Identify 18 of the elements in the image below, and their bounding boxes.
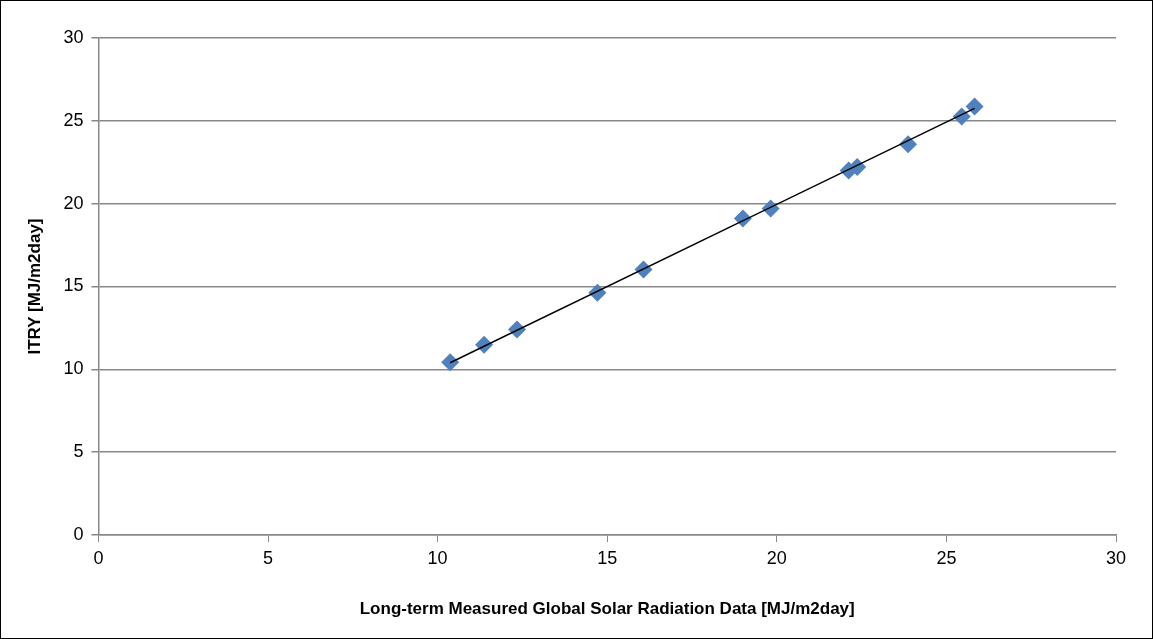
x-tick-label: 30 [1105,547,1127,568]
x-axis-title: Long-term Measured Global Solar Radiation Data [MJ/m2day] [359,599,855,619]
y-tick-label: 0 [73,523,84,544]
x-tick-label: 25 [936,547,957,568]
y-tick-label: 5 [73,441,84,462]
point [441,353,460,372]
x-tick-label: 5 [263,547,274,568]
x-tick-label: 20 [766,547,787,568]
y-tick-label: 15 [63,275,84,296]
x-tick-label: 10 [427,547,448,568]
x-tick-label: 15 [597,547,618,568]
y-tick-label: 25 [63,109,84,130]
y-tick-label: 10 [63,358,84,379]
y-axis-title: ITRY [MJ/m2day] [24,218,44,355]
point [965,97,984,116]
x-tick-label: 0 [93,547,104,568]
y-tick-label: 20 [63,192,84,213]
y-tick-label: 30 [63,26,84,47]
